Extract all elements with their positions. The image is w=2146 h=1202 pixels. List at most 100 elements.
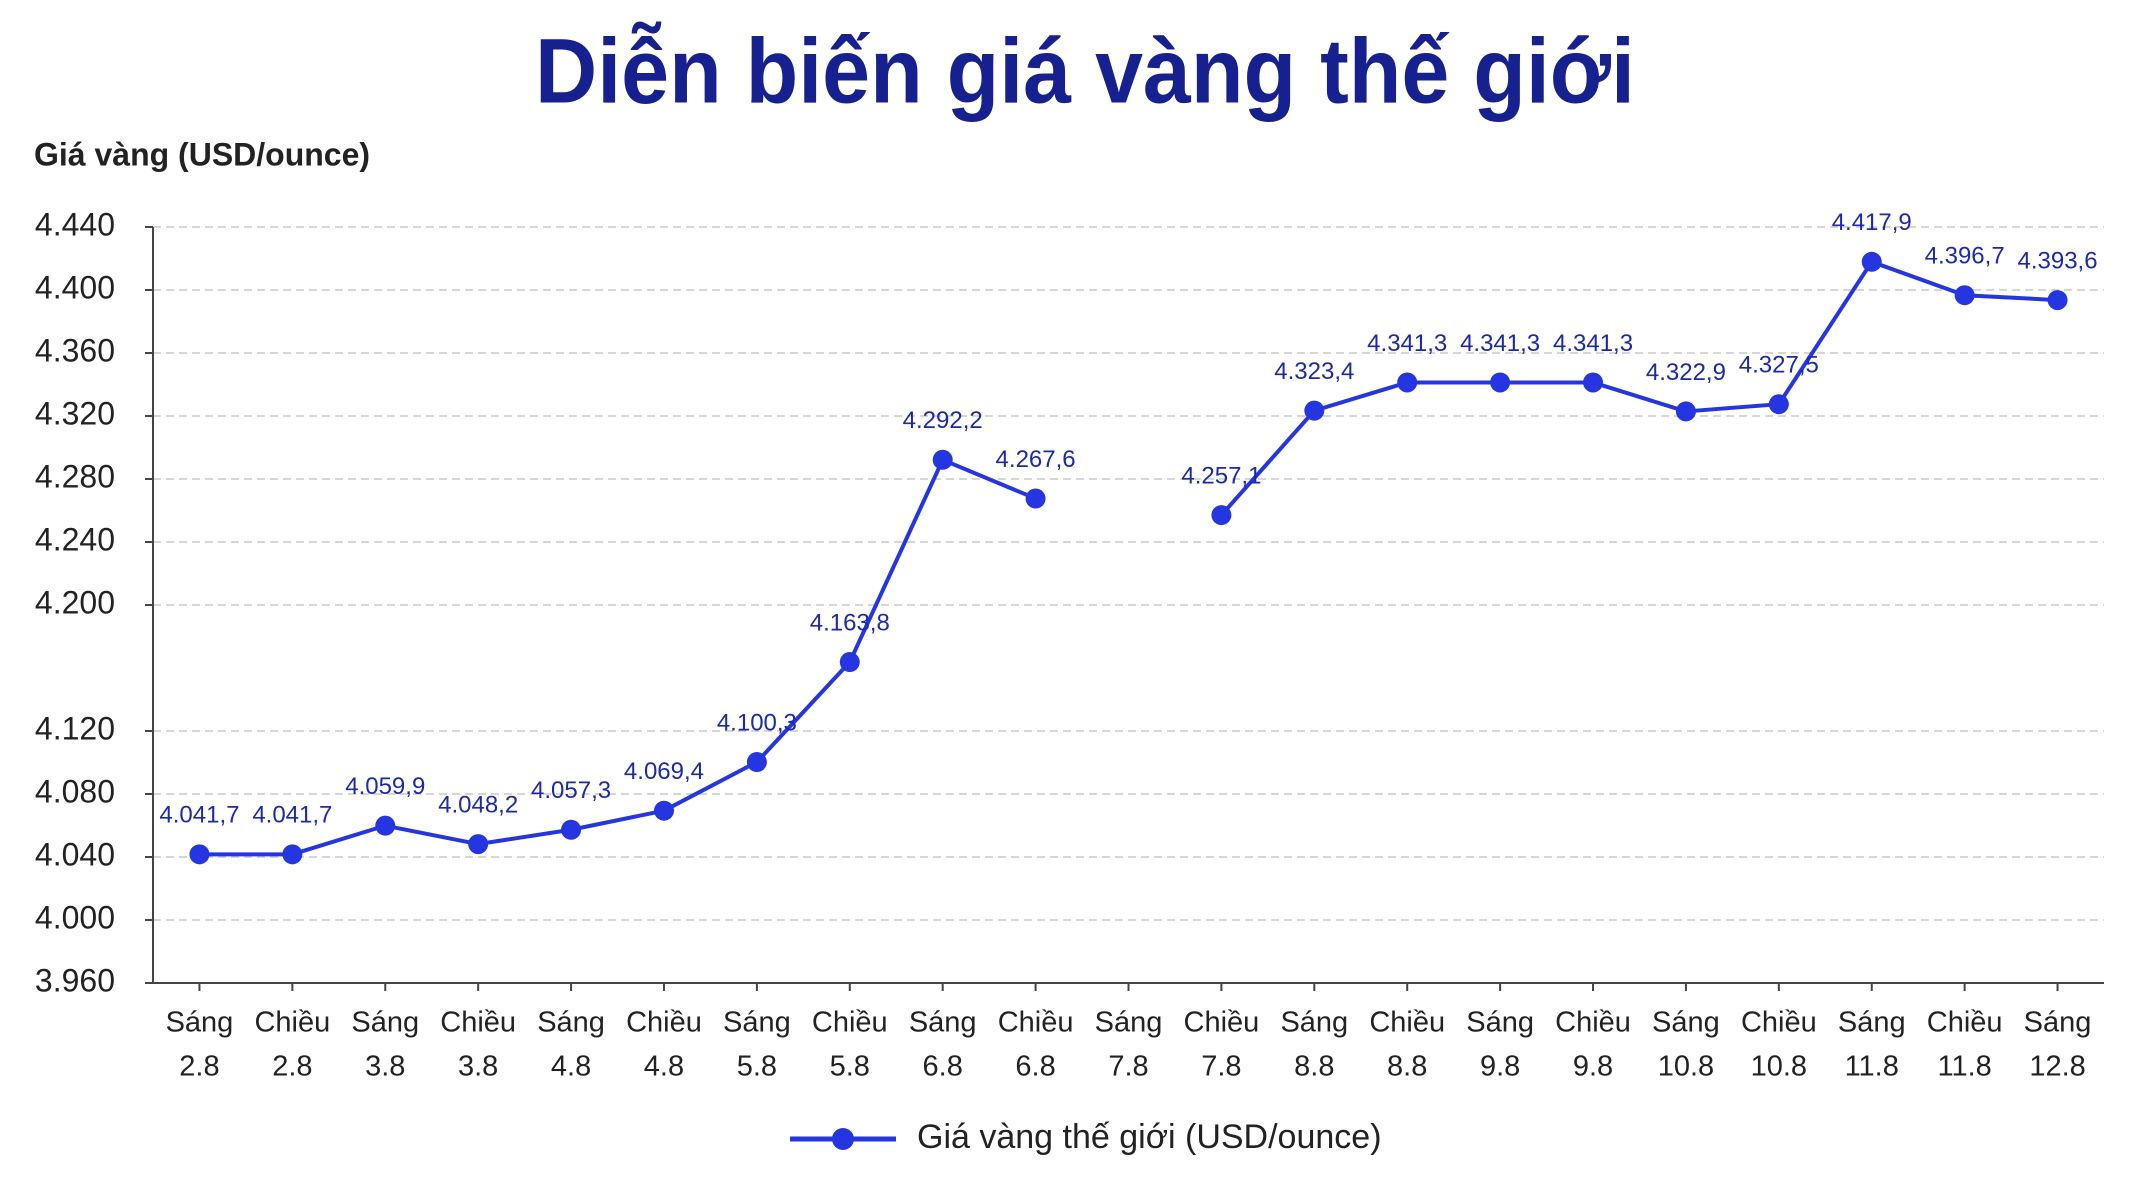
- x-tick-label: Chiều: [1555, 1007, 1631, 1039]
- y-tick-label: 4.200: [35, 584, 115, 620]
- data-label: 4.267,6: [996, 446, 1076, 473]
- data-label: 4.048,2: [438, 791, 518, 818]
- x-tick-label: 7.8: [1201, 1051, 1241, 1083]
- x-tick-label: Chiều: [998, 1007, 1074, 1039]
- x-tick-label: Sáng: [1838, 1007, 1906, 1039]
- data-label: 4.059,9: [345, 773, 425, 800]
- data-point: [375, 815, 396, 836]
- y-tick-label: 3.960: [35, 962, 115, 998]
- x-tick-label: Chiều: [1184, 1007, 1260, 1039]
- data-point: [468, 834, 489, 855]
- y-tick-label: 4.120: [35, 710, 115, 746]
- y-axis-label: Giá vàng (USD/ounce): [34, 136, 370, 172]
- x-tick-label: Sáng: [1466, 1007, 1534, 1039]
- x-tick-label: 9.8: [1480, 1051, 1520, 1083]
- data-point: [1211, 505, 1232, 526]
- x-tick-label: 6.8: [923, 1051, 963, 1083]
- data-point: [1490, 372, 1511, 393]
- x-tick-label: 5.8: [737, 1051, 777, 1083]
- y-tick-label: 4.280: [35, 458, 115, 494]
- x-tick-label: Chiều: [1741, 1007, 1817, 1039]
- x-tick-label: 3.8: [458, 1051, 498, 1083]
- x-tick-label: Sáng: [537, 1007, 605, 1039]
- x-tick-label: 2.8: [179, 1051, 219, 1083]
- y-tick-label: 4.000: [35, 899, 115, 935]
- x-tick-label: 5.8: [830, 1051, 870, 1083]
- x-tick-label: Chiều: [812, 1007, 888, 1039]
- data-point: [189, 844, 210, 865]
- data-point: [1768, 394, 1789, 415]
- data-point: [839, 652, 860, 673]
- x-tick-label: Sáng: [351, 1007, 419, 1039]
- y-tick-label: 4.320: [35, 395, 115, 431]
- data-label: 4.322,9: [1646, 359, 1726, 386]
- x-tick-label: 2.8: [272, 1051, 312, 1083]
- y-tick-label: 4.240: [35, 521, 115, 557]
- data-point: [1025, 488, 1046, 509]
- data-point: [932, 449, 953, 470]
- y-tick-label: 4.440: [35, 206, 115, 242]
- data-point: [1954, 285, 1975, 306]
- x-tick-label: Chiều: [1927, 1007, 2003, 1039]
- x-tick-label: 4.8: [644, 1051, 684, 1083]
- x-tick-label: Chiều: [1369, 1007, 1445, 1039]
- data-label: 4.041,7: [252, 802, 332, 829]
- data-point: [1861, 251, 1882, 272]
- data-label: 4.069,4: [624, 758, 704, 785]
- data-point: [561, 819, 582, 840]
- series-line: [199, 259, 2058, 857]
- x-tick-label: 4.8: [551, 1051, 591, 1083]
- data-label: 4.257,1: [1181, 462, 1261, 489]
- x-tick-label: 8.8: [1387, 1051, 1427, 1083]
- x-tick-label: 12.8: [2029, 1051, 2085, 1083]
- data-point: [282, 844, 303, 865]
- data-point: [2047, 290, 2068, 311]
- x-tick-label: Sáng: [1652, 1007, 1720, 1039]
- x-tick-label: 10.8: [1751, 1051, 1807, 1083]
- legend-label: Giá vàng thế giới (USD/ounce): [917, 1118, 1382, 1156]
- data-point: [653, 800, 674, 821]
- data-label: 4.041,7: [159, 802, 239, 829]
- data-label: 4.057,3: [531, 777, 611, 804]
- data-point: [1583, 372, 1604, 393]
- data-label: 4.341,3: [1367, 330, 1447, 357]
- x-tick-label: 9.8: [1573, 1051, 1613, 1083]
- y-tick-label: 4.080: [35, 773, 115, 809]
- legend-marker: [832, 1128, 854, 1150]
- x-tick-label: Sáng: [1280, 1007, 1348, 1039]
- y-tick-label: 4.360: [35, 332, 115, 368]
- data-point: [1675, 401, 1696, 422]
- data-point: [746, 752, 767, 773]
- x-tick-label: 11.8: [1845, 1051, 1899, 1083]
- data-label: 4.341,3: [1553, 330, 1633, 357]
- y-tick-label: 4.400: [35, 269, 115, 305]
- x-tick-label: Chiều: [254, 1007, 330, 1039]
- x-tick-label: Chiều: [440, 1007, 516, 1039]
- data-label: 4.100,3: [717, 709, 797, 736]
- data-label: 4.341,3: [1460, 330, 1540, 357]
- x-tick-label: 8.8: [1294, 1051, 1334, 1083]
- x-tick-label: Sáng: [2024, 1007, 2092, 1039]
- x-tick-label: 7.8: [1108, 1051, 1148, 1083]
- data-label: 4.327,5: [1739, 352, 1819, 379]
- x-tick-label: 6.8: [1015, 1051, 1055, 1083]
- data-label: 4.393,6: [2018, 247, 2098, 274]
- x-tick-label: 11.8: [1937, 1051, 1991, 1083]
- data-label: 4.292,2: [903, 407, 983, 434]
- data-label: 4.163,8: [810, 609, 890, 636]
- y-tick-label: 4.040: [35, 836, 115, 872]
- x-tick-label: Sáng: [1095, 1007, 1163, 1039]
- data-label: 4.417,9: [1832, 209, 1912, 236]
- x-tick-label: Chiều: [626, 1007, 702, 1039]
- x-tick-label: Sáng: [909, 1007, 977, 1039]
- data-point: [1304, 400, 1325, 421]
- x-tick-label: 10.8: [1658, 1051, 1714, 1083]
- data-point: [1397, 372, 1418, 393]
- x-tick-label: Sáng: [723, 1007, 791, 1039]
- data-label: 4.396,7: [1925, 243, 2005, 270]
- x-tick-label: Sáng: [166, 1007, 234, 1039]
- x-tick-label: 3.8: [365, 1051, 405, 1083]
- chart-title: Diễn biến giá vàng thế giới: [535, 20, 1635, 122]
